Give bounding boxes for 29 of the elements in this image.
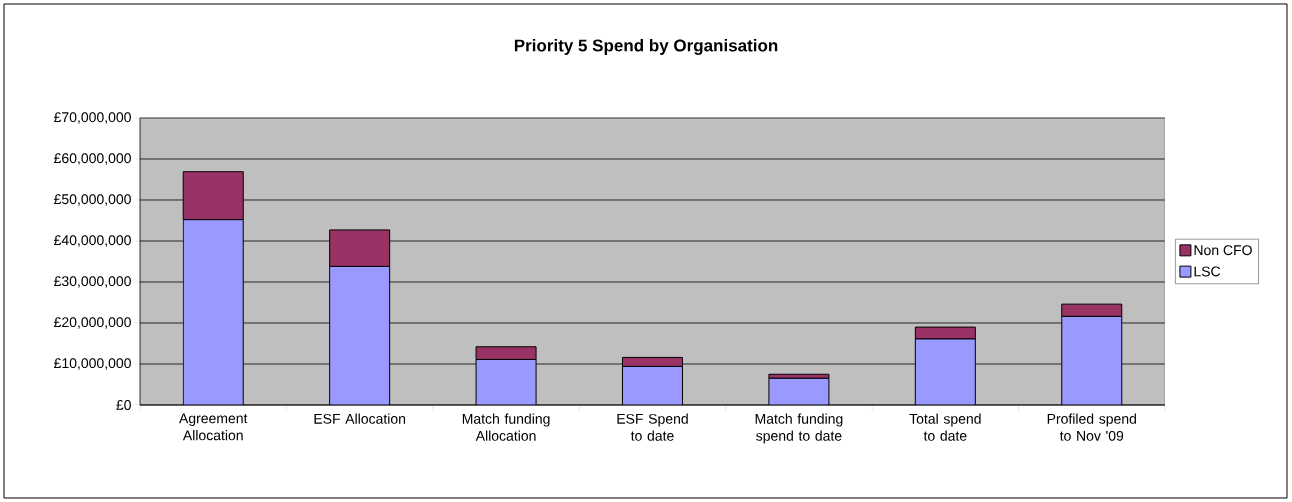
bar: [768, 377, 830, 405]
x-tick-label: Match funding Allocation: [462, 413, 550, 441]
x-tick-label: Agreement Allocation: [179, 413, 248, 441]
y-tick-label: £70,000,000: [54, 112, 131, 124]
bar: [914, 326, 976, 340]
chart-title: Priority 5 Spend by Organisation: [514, 39, 778, 55]
y-tick-label: £30,000,000: [54, 276, 131, 288]
bar: [475, 358, 537, 405]
legend-label: Non CFO: [1194, 245, 1252, 256]
y-tick-label: £40,000,000: [54, 235, 131, 247]
bar: [329, 265, 391, 405]
bar: [914, 338, 976, 405]
x-tick-label: Total spend to date: [909, 413, 981, 441]
bar: [475, 346, 537, 360]
x-tick-label: ESF Spend to date: [617, 413, 688, 441]
y-tick-label: £20,000,000: [54, 317, 131, 329]
y-tick-label: £0: [116, 400, 131, 410]
y-tick-label: £60,000,000: [54, 153, 131, 165]
bar: [329, 229, 391, 267]
y-tick-label: £10,000,000: [54, 358, 131, 370]
x-tick-label: ESF Allocation: [314, 413, 406, 424]
legend-label: LSC: [1194, 266, 1221, 277]
x-tick-label: Profiled spend to Nov '09: [1047, 413, 1136, 441]
bar: [1061, 315, 1123, 405]
bar: [621, 356, 683, 367]
bar: [182, 219, 244, 405]
x-tick-label: Match funding spend to date: [755, 413, 843, 444]
y-tick-label: £50,000,000: [54, 194, 131, 206]
bar: [621, 365, 683, 405]
